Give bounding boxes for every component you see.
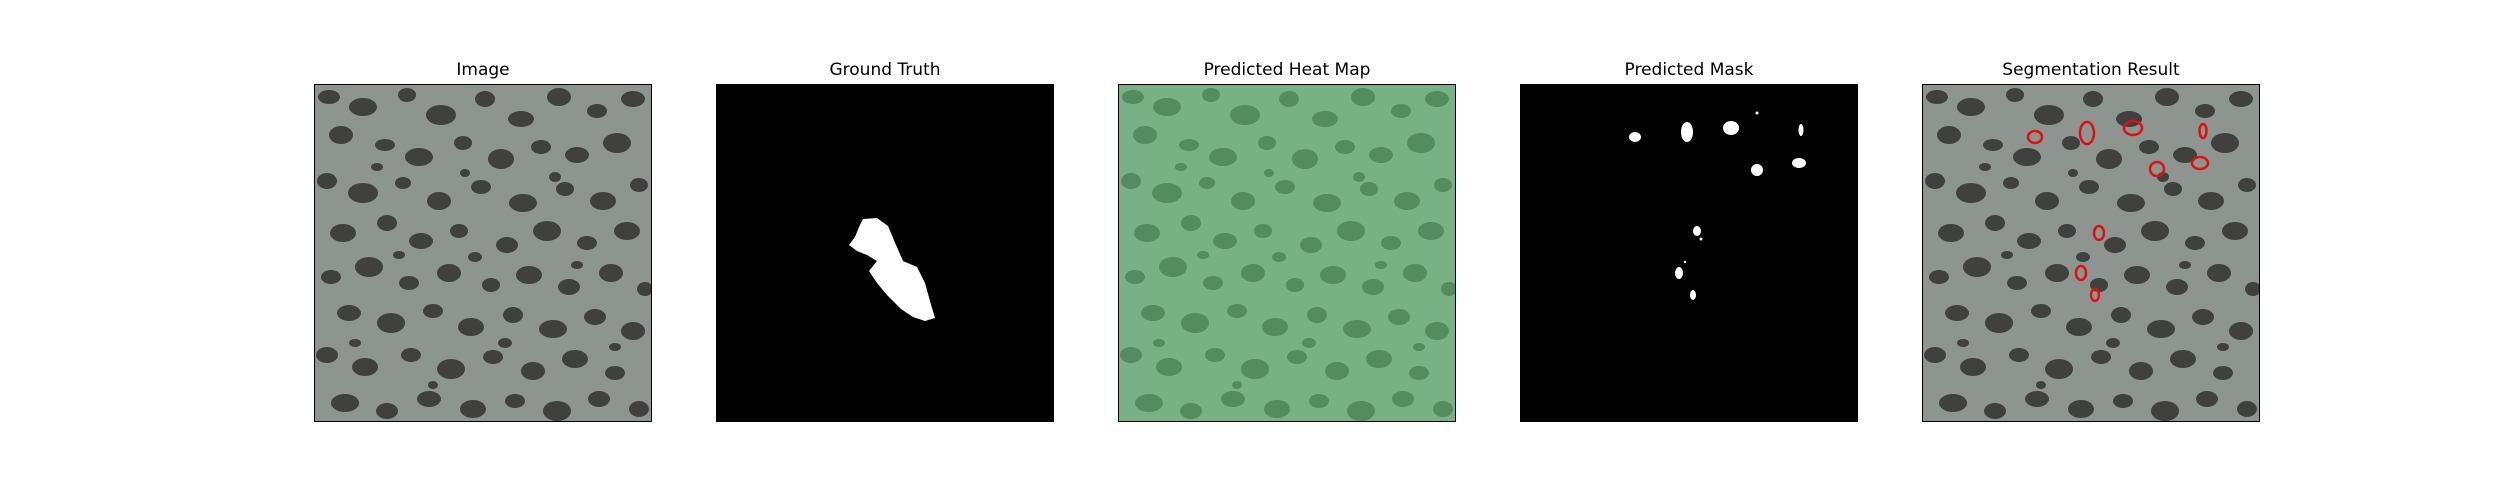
predicted-mask-svg <box>1521 85 1857 421</box>
panel-title: Predicted Mask <box>1624 60 1754 80</box>
texture-photo-svg <box>315 85 651 421</box>
ground-truth-mask <box>716 84 1054 422</box>
panel-title: Ground Truth <box>829 60 941 80</box>
panel-title: Image <box>456 60 510 80</box>
segmentation-result <box>1922 84 2260 422</box>
defect-region <box>849 218 935 321</box>
texture-photo <box>314 84 652 422</box>
heat-map-svg <box>1119 85 1455 421</box>
panel-title: Predicted Heat Map <box>1203 60 1371 80</box>
segmentation-result-svg <box>1923 85 2259 421</box>
panel-title: Segmentation Result <box>2002 60 2180 80</box>
ground-truth-mask-svg <box>717 85 1053 421</box>
heat-map-overlay <box>1118 84 1456 422</box>
predicted-mask <box>1520 84 1858 422</box>
mask-blobs <box>1629 111 1806 300</box>
segmentation-contours <box>2026 119 2210 303</box>
